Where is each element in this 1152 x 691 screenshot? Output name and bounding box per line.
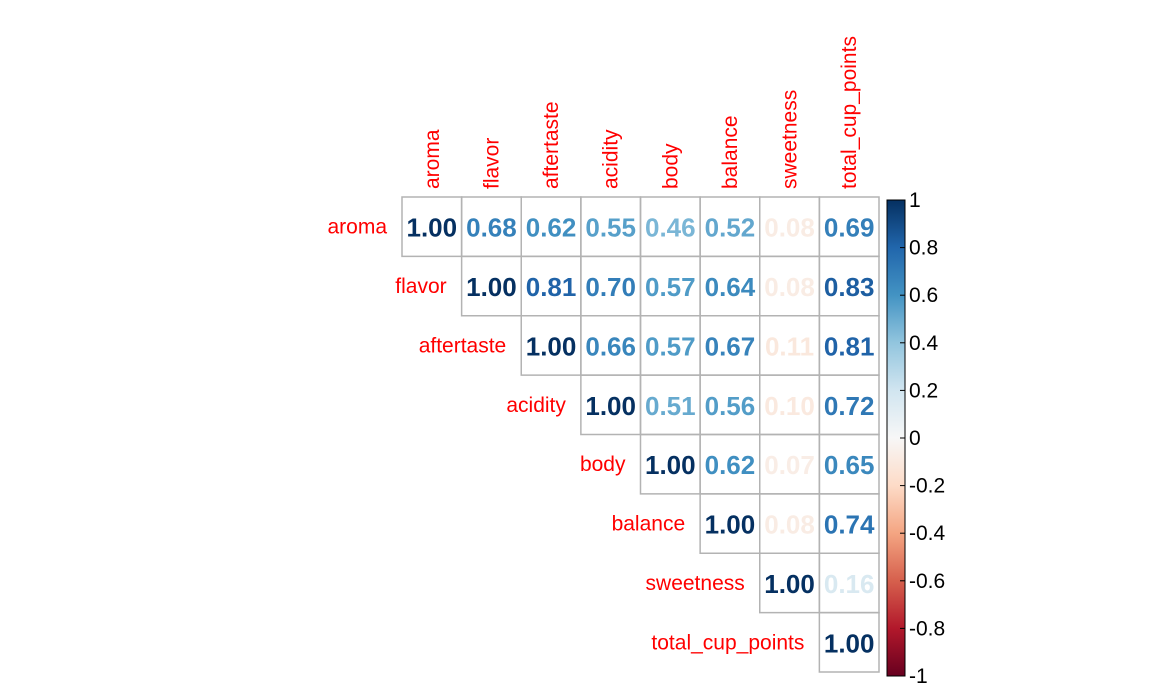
colorbar-tick-label: -0.2	[909, 475, 945, 498]
cell-value: 0.69	[824, 213, 875, 243]
column-label: flavor	[480, 138, 503, 189]
row-label: total_cup_points	[651, 631, 804, 654]
cell-value: 0.62	[526, 213, 577, 243]
cell-value: 0.51	[645, 391, 696, 421]
cell-value: 0.81	[526, 272, 577, 302]
cell-value: 0.68	[466, 213, 517, 243]
colorbar-tick-label: -1	[909, 665, 928, 688]
colorbar-tick-label: -0.6	[909, 570, 945, 593]
cell-value: 0.83	[824, 272, 875, 302]
cell-value: 0.46	[645, 213, 696, 243]
row-label: sweetness	[646, 572, 745, 595]
column-label: aroma	[421, 129, 444, 189]
row-labels: aroma flavor aftertaste acidity body balance s…	[327, 216, 804, 655]
grid-lines	[401, 196, 880, 673]
column-labels: aroma flavor aftertaste acidity body balance s…	[421, 36, 861, 189]
cell-value: 1.00	[407, 213, 458, 243]
cell-value: 0.72	[824, 391, 875, 421]
cell-value: 1.00	[645, 450, 696, 480]
cell-value: 1.00	[526, 331, 577, 361]
colorbar-tick-label: 0.6	[909, 284, 938, 307]
cell-value: 0.07	[764, 450, 815, 480]
column-label: aftertaste	[540, 101, 563, 189]
cell-value: 0.81	[824, 331, 875, 361]
row-label: acidity	[506, 394, 566, 417]
cell-value: 1.00	[466, 272, 517, 302]
colorbar-tick-label: 1	[909, 189, 921, 212]
cell-value: 0.64	[705, 272, 756, 302]
column-label: total_cup_points	[838, 36, 861, 189]
cell-value: 0.11	[765, 331, 814, 361]
column-label: body	[659, 143, 682, 189]
cell-value: 0.57	[645, 272, 696, 302]
cell-values: 1.00 0.68 0.62 0.55 0.46 0.52 0.08 0.69 1.00 0.81…	[407, 213, 876, 659]
cell-value: 0.08	[764, 510, 815, 540]
column-label: acidity	[600, 129, 623, 189]
cell-value: 0.74	[824, 510, 875, 540]
column-label: balance	[719, 115, 742, 189]
colorbar-tick-label: 0.8	[909, 237, 938, 260]
cell-value: 0.57	[645, 331, 696, 361]
colorbar-tick-label: 0.4	[909, 332, 939, 355]
cell-value: 0.55	[585, 213, 636, 243]
cell-value: 0.08	[764, 272, 815, 302]
row-label: aftertaste	[419, 334, 507, 357]
cell-value: 1.00	[585, 391, 636, 421]
grid-cell	[818, 611, 880, 673]
colorbar-tick-label: -0.4	[909, 522, 946, 545]
cell-value: 0.65	[824, 450, 875, 480]
cell-value: 0.10	[764, 391, 815, 421]
cell-value: 0.62	[705, 450, 756, 480]
cell-value: 0.56	[705, 391, 756, 421]
colorbar	[887, 200, 905, 676]
column-label: sweetness	[779, 90, 802, 189]
colorbar-tick-label: 0.2	[909, 379, 938, 402]
cell-value: 0.70	[585, 272, 636, 302]
cell-value: 0.67	[705, 331, 756, 361]
cell-value: 0.66	[585, 331, 636, 361]
colorbar-tick-label: 0	[909, 427, 921, 450]
cell-value: 0.52	[705, 213, 756, 243]
row-label: balance	[612, 513, 686, 536]
row-label: body	[580, 453, 626, 476]
row-label: flavor	[395, 275, 446, 298]
cell-value: 1.00	[764, 569, 815, 599]
cell-value: 1.00	[824, 628, 875, 658]
row-label: aroma	[327, 216, 387, 239]
cell-value: 1.00	[705, 510, 756, 540]
cell-value: 0.08	[764, 213, 815, 243]
color-legend: 1 0.8 0.6 0.4 0.2 0 -0.2 -0.4 -0.6 -0.8 -1	[886, 189, 946, 688]
cell-value: 0.16	[824, 569, 875, 599]
colorbar-tick-label: -0.8	[909, 617, 945, 640]
